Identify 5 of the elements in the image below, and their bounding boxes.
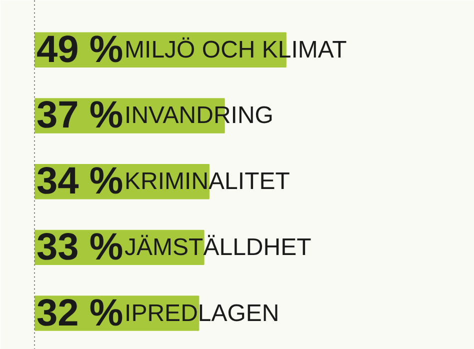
data-label: 49 % bbox=[36, 28, 124, 71]
data-label: 32 % bbox=[36, 292, 124, 334]
data-label: 37 % bbox=[36, 94, 124, 137]
data-label: 33 % bbox=[36, 226, 124, 268]
data-label: 34 % bbox=[36, 160, 124, 203]
